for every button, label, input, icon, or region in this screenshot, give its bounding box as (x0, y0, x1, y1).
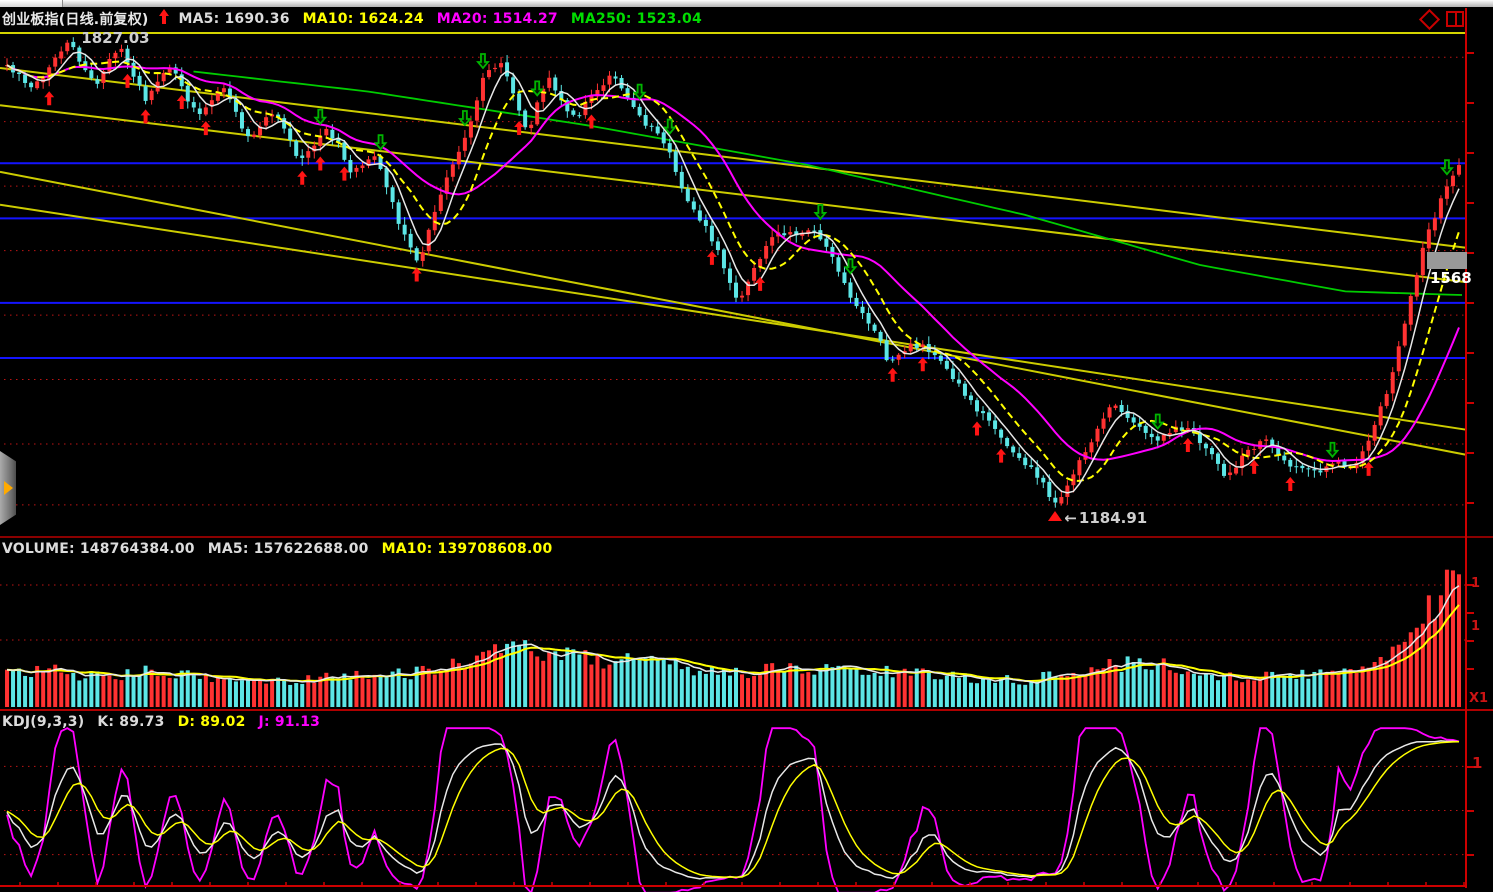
high-price-annotation: 1827.03 (81, 29, 149, 47)
ma10-label: MA10: 1624.24 (302, 11, 424, 27)
pane-corner-controls (1418, 8, 1464, 30)
kdj-d-label: D: 89.02 (177, 714, 246, 730)
panel-expander-tab[interactable] (0, 451, 16, 525)
kdj-axis-label: 1 (1472, 754, 1483, 772)
toolbar-button-fragment[interactable] (0, 0, 63, 7)
kdj-j-label: J: 91.13 (258, 714, 321, 730)
low-price-value: 1184.91 (1078, 508, 1148, 527)
price-pane-header: 创业板指(日线.前复权) MA5: 1690.36 MA10: 1624.24 … (2, 9, 702, 29)
price-tag-value: 1568 (1430, 269, 1472, 287)
low-marker-icon (1048, 510, 1063, 521)
volume-label: VOLUME: 148764384.00 (2, 541, 195, 557)
volume-unit-label: X1 (1469, 691, 1489, 706)
volume-ma5-label: MA5: 157622688.00 (207, 541, 369, 557)
ma20-label: MA20: 1514.27 (436, 11, 558, 27)
instrument-title: 创业板指(日线.前复权) (2, 12, 149, 28)
ma5-label: MA5: 1690.36 (178, 11, 290, 27)
volume-axis-label: 1 (1471, 576, 1481, 591)
kdj-k-label: K: 89.73 (97, 714, 165, 730)
up-arrow-icon (158, 9, 170, 29)
left-arrow-icon: ← (1064, 508, 1077, 527)
toolbar-bottom-strip (0, 0, 1493, 7)
kdj-title: KDJ(9,3,3) (2, 714, 85, 730)
split-window-icon[interactable] (1446, 11, 1464, 27)
expand-arrow-icon (4, 481, 13, 495)
volume-ma10-label: MA10: 139708608.00 (381, 541, 553, 557)
price-axis-tag[interactable] (1427, 252, 1467, 269)
volume-axis-label: 1 (1471, 619, 1481, 634)
low-price-annotation: ← 1184.91 (1048, 509, 1147, 527)
high-price-value: 1827.03 (81, 29, 150, 48)
diamond-icon[interactable] (1418, 8, 1441, 30)
volume-pane-header: VOLUME: 148764384.00 MA5: 157622688.00 M… (2, 541, 552, 557)
kdj-pane-header: KDJ(9,3,3) K: 89.73 D: 89.02 J: 91.13 (2, 714, 320, 730)
ma250-label: MA250: 1523.04 (570, 11, 702, 27)
